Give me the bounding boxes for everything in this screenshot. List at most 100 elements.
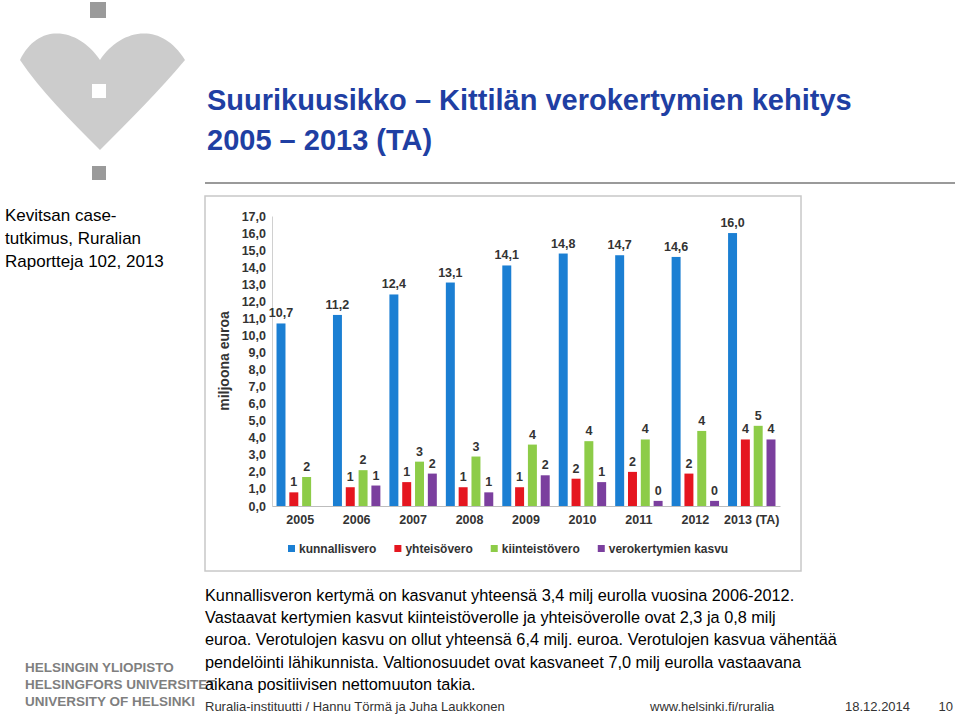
y-tick: 10,0: [242, 329, 272, 343]
data-label: 4: [742, 422, 749, 436]
data-label: 1: [290, 475, 297, 489]
title-rule: [205, 182, 955, 184]
y-tick: 17,0: [242, 210, 272, 224]
data-label: 4: [529, 428, 536, 442]
y-tick-label: 0,0: [249, 500, 266, 514]
legend-item: verokertymien kasvu: [598, 542, 728, 556]
x-tick: 2012: [681, 506, 709, 527]
bar: [528, 445, 537, 506]
legend-label: verokertymien kasvu: [609, 542, 728, 556]
y-tick-label: 6,0: [249, 397, 266, 411]
legend-label: kiinteistövero: [502, 542, 580, 556]
y-tick: 4,0: [249, 431, 272, 445]
side-note: tutkimus, Ruralian: [5, 229, 141, 248]
y-tick-label: 9,0: [249, 346, 266, 360]
data-label: 2: [429, 457, 436, 471]
y-tick: 0,0: [249, 500, 272, 514]
bar: [371, 486, 380, 506]
bar: [515, 487, 524, 506]
bar: [710, 501, 719, 506]
body-text: aikana positiivisen nettomuuton takia.: [205, 675, 476, 693]
bar: [572, 479, 581, 506]
x-tick: 2013 (TA): [724, 506, 779, 527]
bar: [697, 431, 706, 506]
bar: [672, 257, 681, 506]
x-tick-label: 2006: [343, 513, 371, 527]
x-tick: 2007: [399, 506, 427, 527]
bar: [302, 477, 311, 506]
bar: [346, 487, 355, 506]
y-tick: 8,0: [249, 363, 272, 377]
x-tick: 2005: [286, 506, 314, 527]
y-tick-label: 17,0: [242, 210, 266, 224]
legend-swatch: [598, 545, 605, 552]
y-tick: 14,0: [242, 261, 272, 275]
y-tick-label: 5,0: [249, 414, 266, 428]
bar: [728, 233, 737, 506]
y-tick: 9,0: [249, 346, 272, 360]
bar: [389, 294, 398, 506]
data-label: 2: [360, 453, 367, 467]
y-tick: 13,0: [242, 278, 272, 292]
y-tick: 16,0: [242, 227, 272, 241]
x-tick-label: 2005: [286, 513, 314, 527]
y-tick-label: 1,0: [249, 482, 266, 496]
y-axis: 0,01,02,03,04,05,06,07,08,09,010,011,012…: [242, 210, 273, 514]
y-tick-label: 12,0: [242, 295, 266, 309]
data-label: 4: [698, 414, 705, 428]
x-tick: 2011: [625, 506, 652, 527]
bar-series: [289, 439, 750, 506]
data-label: 3: [416, 445, 423, 459]
chart: 0,01,02,03,04,05,06,07,08,09,010,011,012…: [216, 210, 781, 556]
bar: [428, 474, 437, 506]
bar: [597, 482, 606, 506]
slide-title: 2005 – 2013 (TA): [207, 124, 432, 156]
data-label: 16,0: [720, 216, 744, 230]
legend-item: kunnallisvero: [288, 542, 376, 556]
body-text: Kunnallisveron kertymä on kasvanut yhtee…: [205, 586, 794, 604]
body-text: pendelöinti lähikunnista. Valtionosuudet…: [205, 653, 802, 671]
data-label: 11,2: [326, 298, 350, 312]
bar: [289, 492, 298, 506]
bar: [559, 254, 568, 506]
x-tick: 2009: [512, 506, 540, 527]
y-tick-label: 8,0: [249, 363, 266, 377]
data-label: 0: [655, 484, 662, 498]
data-labels: 10,711,212,413,114,114,814,714,616,01111…: [269, 216, 775, 498]
chart-frame: [205, 196, 801, 571]
y-tick-label: 13,0: [242, 278, 266, 292]
university-name: HELSINGIN YLIOPISTO: [25, 660, 174, 675]
bar: [754, 426, 763, 506]
y-tick-label: 2,0: [249, 465, 266, 479]
footer-page: 10: [939, 699, 953, 714]
x-tick-label: 2013 (TA): [724, 513, 779, 527]
bar: [767, 439, 776, 506]
data-label: 14,6: [664, 240, 688, 254]
bar: [615, 255, 624, 506]
data-label: 1: [485, 475, 492, 489]
bar: [415, 462, 424, 506]
bar: [277, 323, 286, 506]
x-tick-label: 2012: [681, 513, 709, 527]
data-label: 14,8: [551, 237, 575, 251]
data-label: 5: [755, 409, 762, 423]
data-label: 4: [768, 422, 775, 436]
data-label: 1: [372, 469, 379, 483]
legend-swatch: [394, 545, 401, 552]
slide-title: Suurikuusikko – Kittilän verokertymien k…: [207, 84, 852, 116]
footer-date: 18.12.2014: [845, 699, 910, 714]
bar: [402, 482, 411, 506]
x-tick-label: 2010: [569, 513, 597, 527]
data-label: 4: [585, 424, 592, 438]
y-tick-label: 14,0: [242, 261, 266, 275]
bar: [333, 315, 342, 506]
data-label: 2: [629, 455, 636, 469]
y-tick-label: 15,0: [242, 244, 266, 258]
data-label: 4: [642, 422, 649, 436]
footer-authors: Ruralia-instituutti / Hannu Törmä ja Juh…: [205, 699, 505, 714]
data-label: 14,7: [607, 238, 631, 252]
bar: [459, 487, 468, 506]
x-tick: 2010: [569, 506, 597, 527]
x-tick-label: 2009: [512, 513, 540, 527]
bar: [684, 474, 693, 506]
